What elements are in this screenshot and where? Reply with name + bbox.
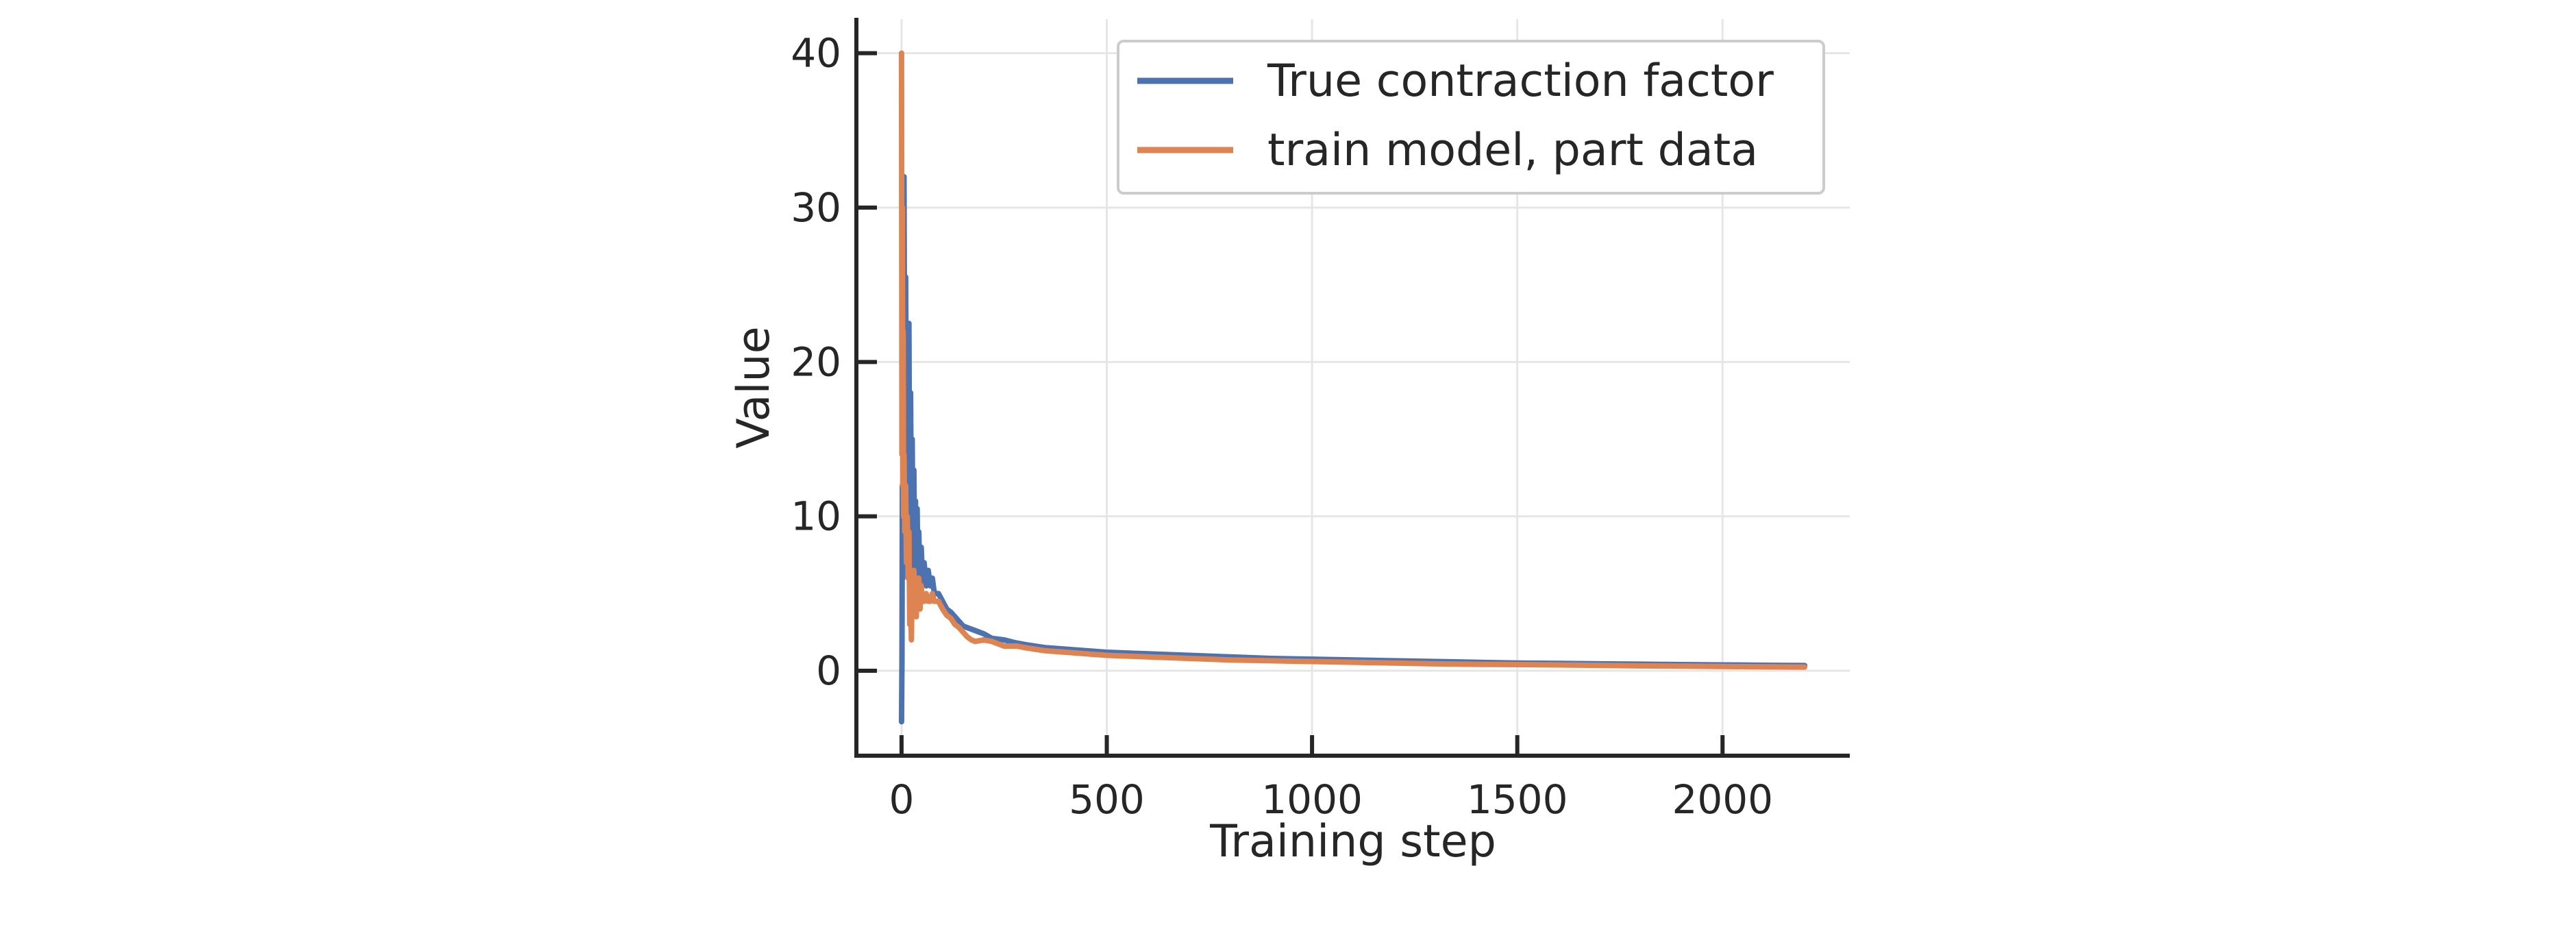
y-tick-label-20: 20 xyxy=(791,338,841,385)
series-line-train-model-part-data xyxy=(898,50,1808,670)
y-tick-label-0: 0 xyxy=(816,647,841,694)
y-axis-label: Value xyxy=(728,326,780,449)
x-tick-label-0: 0 xyxy=(889,776,914,823)
ticks: 0 500 1000 1500 2000 0 10 20 30 40 xyxy=(791,30,1773,823)
x-tick-label-2000: 2000 xyxy=(1672,776,1773,823)
legend: True contraction factor train model, par… xyxy=(1117,40,1825,195)
x-tick-label-1500: 1500 xyxy=(1467,776,1568,823)
x-tick-label-1000: 1000 xyxy=(1261,776,1363,823)
axes xyxy=(854,18,1850,758)
y-tick-label-40: 40 xyxy=(791,30,841,77)
y-tick-label-10: 10 xyxy=(791,493,841,540)
x-tick-label-500: 500 xyxy=(1069,776,1145,823)
y-tick-label-30: 30 xyxy=(791,184,841,231)
legend-label-train-model-part-data: train model, part data xyxy=(1267,125,1758,176)
series-layer xyxy=(898,50,1808,725)
legend-box xyxy=(1117,40,1825,195)
legend-label-true-contraction-factor: True contraction factor xyxy=(1267,55,1774,107)
x-axis-label: Training step xyxy=(1209,816,1496,867)
